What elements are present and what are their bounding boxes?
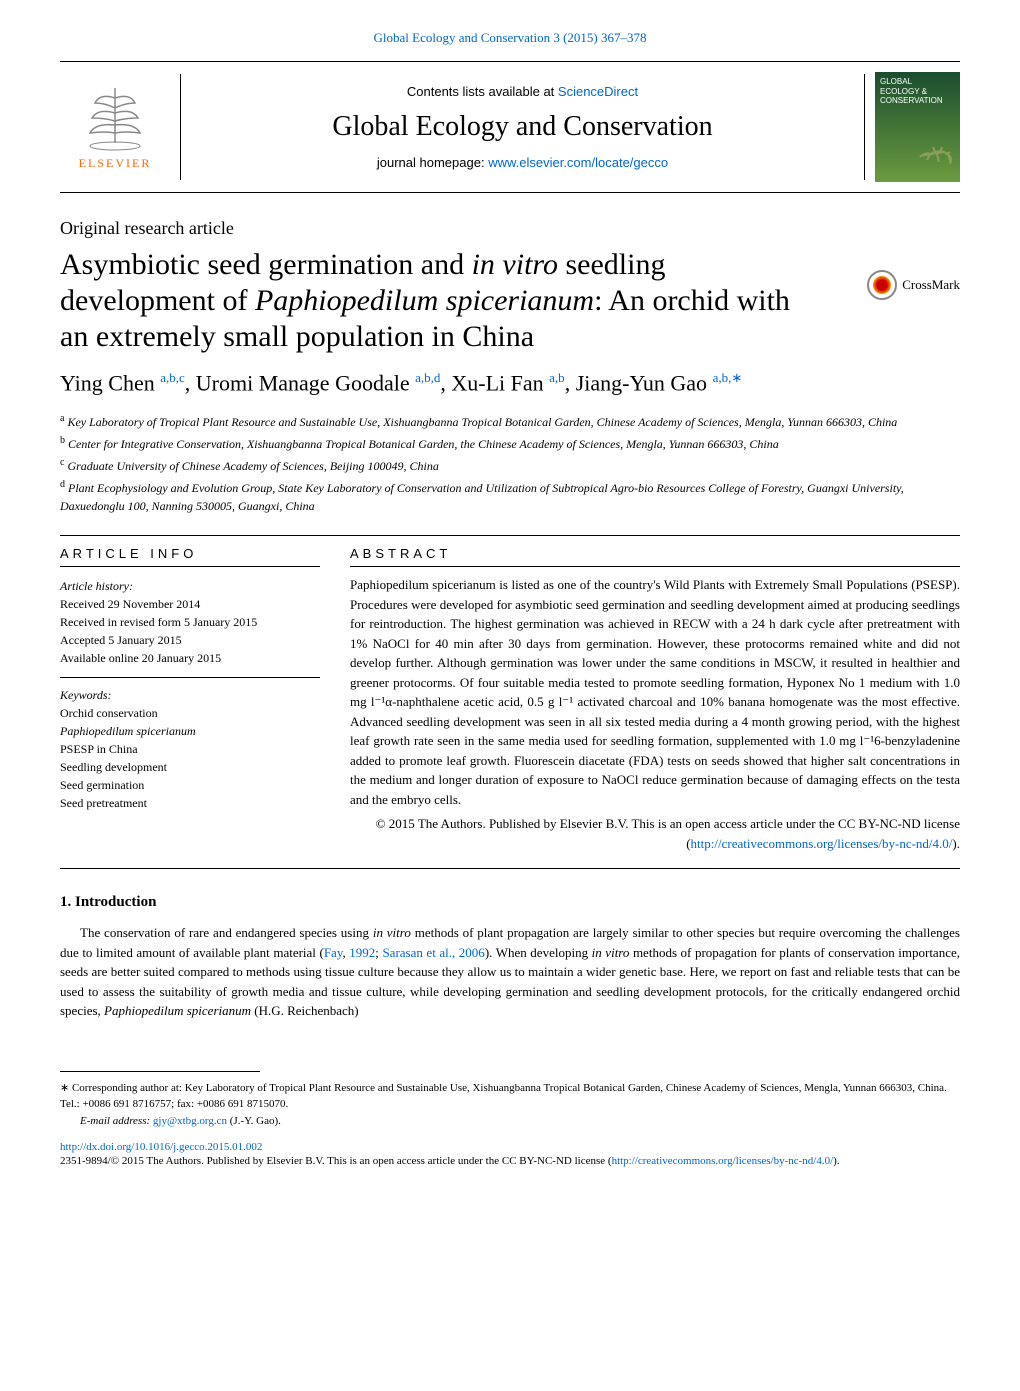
- ref-sarasan[interactable]: Sarasan et al., 2006: [382, 945, 484, 960]
- intro-paragraph: The conservation of rare and endangered …: [60, 923, 960, 1021]
- author-4-aff[interactable]: a,b,∗: [713, 370, 743, 385]
- contents-available: Contents lists available at ScienceDirec…: [201, 84, 844, 99]
- info-heading: article info: [60, 546, 320, 561]
- authors-list: Ying Chen a,b,c, Uromi Manage Goodale a,…: [60, 370, 960, 396]
- journal-header: ELSEVIER Contents lists available at Sci…: [60, 61, 960, 193]
- author-2-aff[interactable]: a,b,d: [415, 370, 440, 385]
- history-label: Article history:: [60, 577, 320, 595]
- author-1: Ying Chen: [60, 370, 155, 395]
- contents-prefix: Contents lists available at: [407, 84, 558, 99]
- homepage-link[interactable]: www.elsevier.com/locate/gecco: [488, 155, 668, 170]
- author-1-aff[interactable]: a,b,c: [160, 370, 185, 385]
- email-line: E-mail address: gjy@xtbg.org.cn (J.-Y. G…: [60, 1113, 960, 1130]
- author-3-aff[interactable]: a,b: [549, 370, 565, 385]
- email-link[interactable]: gjy@xtbg.org.cn: [153, 1115, 227, 1127]
- ref-1992[interactable]: 1992: [349, 945, 375, 960]
- issn-line: 2351-9894/© 2015 The Authors. Published …: [60, 1153, 960, 1170]
- elsevier-label: ELSEVIER: [79, 156, 152, 171]
- copyright: © 2015 The Authors. Published by Elsevie…: [350, 814, 960, 853]
- revised-date: Received in revised form 5 January 2015: [60, 613, 320, 631]
- journal-center: Contents lists available at ScienceDirec…: [180, 74, 865, 180]
- issn-license-link[interactable]: http://creativecommons.org/licenses/by-n…: [612, 1155, 834, 1167]
- ref-fay[interactable]: Fay: [324, 945, 343, 960]
- accepted-date: Accepted 5 January 2015: [60, 631, 320, 649]
- journal-cover: GLOBAL ECOLOGY & CONSERVATION: [875, 72, 960, 182]
- keyword-6: Seed pretreatment: [60, 794, 320, 812]
- corresponding-author: ∗ Corresponding author at: Key Laborator…: [60, 1080, 960, 1113]
- keywords-label: Keywords:: [60, 686, 320, 704]
- article-title: Asymbiotic seed germination and in vitro…: [60, 247, 960, 355]
- crossmark-icon: [867, 270, 897, 300]
- affiliations: a Key Laboratory of Tropical Plant Resou…: [60, 411, 960, 515]
- keyword-2: Paphiopedilum spicerianum: [60, 722, 320, 740]
- article-info: article info Article history: Received 2…: [60, 546, 320, 853]
- author-2: Uromi Manage Goodale: [196, 370, 410, 395]
- affiliation-d: d Plant Ecophysiology and Evolution Grou…: [60, 477, 960, 515]
- abstract-text: Paphiopedilum spicerianum is listed as o…: [350, 575, 960, 809]
- affiliation-b: b Center for Integrative Conservation, X…: [60, 433, 960, 453]
- article-type: Original research article: [60, 218, 960, 239]
- received-date: Received 29 November 2014: [60, 595, 320, 613]
- affiliation-a: a Key Laboratory of Tropical Plant Resou…: [60, 411, 960, 431]
- header-citation[interactable]: Global Ecology and Conservation 3 (2015)…: [60, 30, 960, 46]
- homepage-prefix: journal homepage:: [377, 155, 488, 170]
- journal-homepage: journal homepage: www.elsevier.com/locat…: [201, 155, 844, 170]
- gecko-icon: [915, 142, 955, 172]
- abstract: abstract Paphiopedilum spicerianum is li…: [350, 546, 960, 853]
- crossmark-label: CrossMark: [902, 277, 960, 293]
- sciencedirect-link[interactable]: ScienceDirect: [558, 84, 638, 99]
- elsevier-logo[interactable]: ELSEVIER: [60, 72, 170, 182]
- doi-link[interactable]: http://dx.doi.org/10.1016/j.gecco.2015.0…: [60, 1141, 960, 1153]
- license-link[interactable]: http://creativecommons.org/licenses/by-n…: [691, 836, 953, 851]
- journal-title: Global Ecology and Conservation: [201, 111, 844, 143]
- abstract-heading: abstract: [350, 546, 960, 561]
- author-4: Jiang-Yun Gao: [576, 370, 707, 395]
- keyword-1: Orchid conservation: [60, 704, 320, 722]
- crossmark-badge[interactable]: CrossMark: [867, 270, 960, 300]
- divider-2: [60, 868, 960, 869]
- keyword-3: PSESP in China: [60, 740, 320, 758]
- divider: [60, 535, 960, 536]
- keyword-4: Seedling development: [60, 758, 320, 776]
- author-3: Xu-Li Fan: [451, 370, 543, 395]
- online-date: Available online 20 January 2015: [60, 649, 320, 667]
- elsevier-tree-icon: [80, 83, 150, 153]
- footnote-divider: [60, 1071, 260, 1072]
- intro-heading: 1. Introduction: [60, 894, 960, 911]
- cover-text: GLOBAL ECOLOGY & CONSERVATION: [880, 77, 943, 106]
- affiliation-c: c Graduate University of Chinese Academy…: [60, 455, 960, 475]
- keyword-5: Seed germination: [60, 776, 320, 794]
